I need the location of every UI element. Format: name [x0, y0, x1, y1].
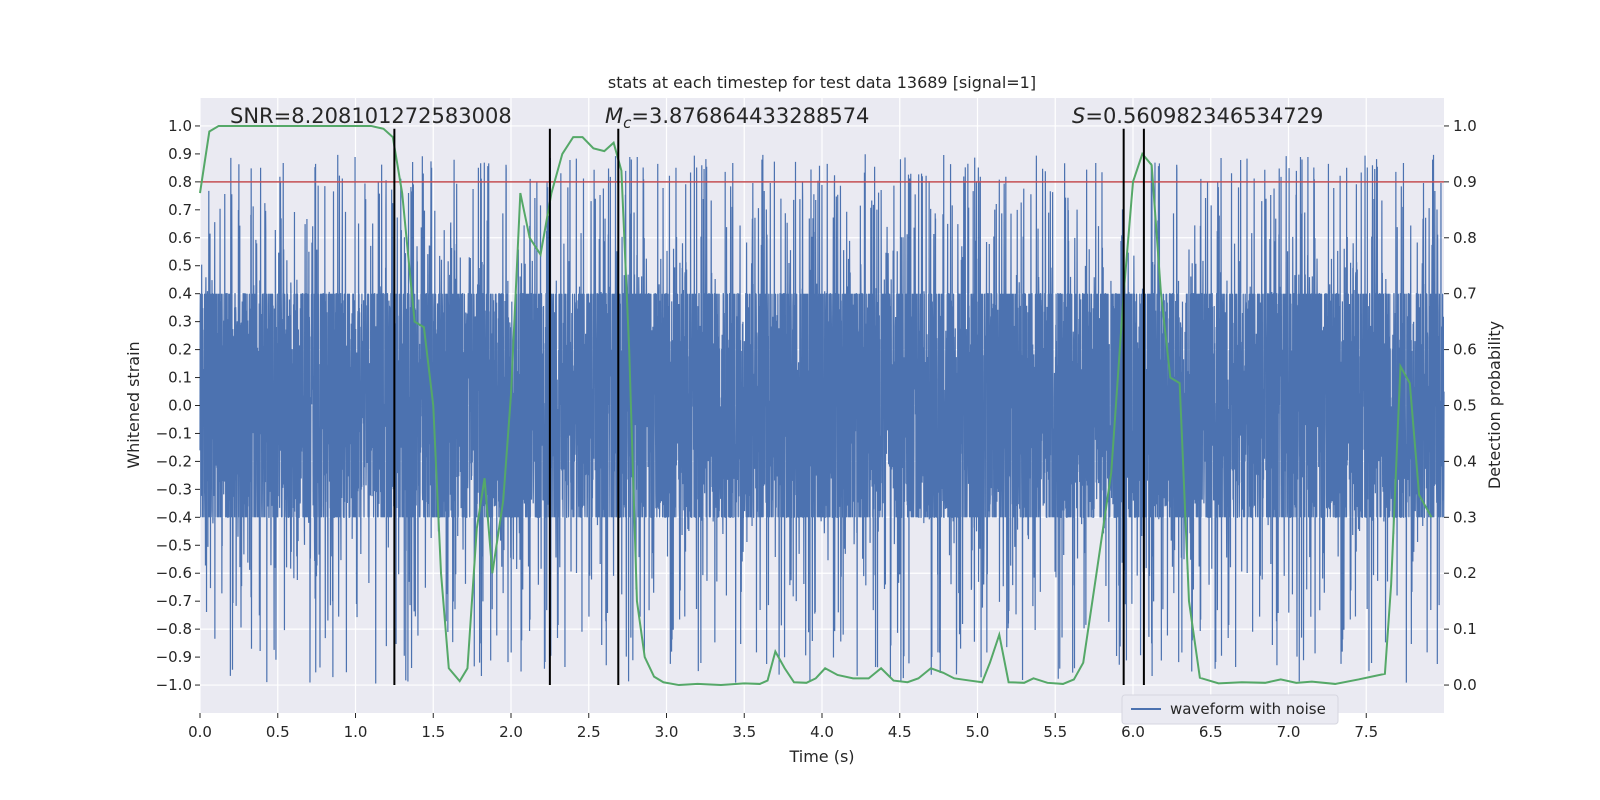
spin-symbol: S	[1072, 104, 1085, 128]
x-tick-label: 0.0	[188, 723, 212, 741]
y-left-tick-label: −0.5	[156, 536, 192, 554]
y-left-tick-label: 0.2	[168, 341, 192, 359]
x-tick-label: 4.5	[888, 723, 912, 741]
waveform-line	[199, 154, 1445, 684]
legend-label-waveform: waveform with noise	[1170, 700, 1326, 718]
y-left-tick-label: 0.8	[168, 173, 192, 191]
y-left-tick-label: 0.7	[168, 201, 192, 219]
legend: waveform with noise	[1121, 694, 1339, 725]
y-left-tick-label: 0.0	[168, 397, 192, 415]
x-tick-label: 0.5	[266, 723, 290, 741]
y-axis-right-label: Detection probability	[1485, 321, 1504, 489]
x-tick-label: 2.5	[577, 723, 601, 741]
x-axis-label: Time (s)	[788, 747, 854, 766]
y-right-tick-label: 0.3	[1453, 508, 1477, 526]
y-left-tick-label: 0.6	[168, 229, 192, 247]
y-left-tick-label: −0.4	[156, 508, 192, 526]
x-tick-label: 7.5	[1354, 723, 1378, 741]
y-left-tick-label: 0.5	[168, 257, 192, 275]
x-tick-label: 1.5	[421, 723, 445, 741]
y-left-tick-label: 0.9	[168, 145, 192, 163]
y-left-tick-label: 0.4	[168, 285, 192, 303]
y-right-tick-label: 0.1	[1453, 620, 1477, 638]
y-right-tick-label: 1.0	[1453, 117, 1477, 135]
y-left-tick-label: −1.0	[156, 676, 192, 694]
x-tick-label: 7.0	[1277, 723, 1301, 741]
y-left-tick-label: −0.7	[156, 592, 192, 610]
x-tick-label: 4.0	[810, 723, 834, 741]
y-right-tick-label: 0.4	[1453, 452, 1477, 470]
spin-annotation: S=0.560982346534729	[1072, 104, 1323, 128]
y-right-tick-label: 0.5	[1453, 397, 1477, 415]
probability-series	[199, 124, 1433, 687]
y-left-tick-label: 0.1	[168, 369, 192, 387]
snr-annotation: SNR=8.208101272583008	[230, 104, 512, 128]
y-left-tick-label: 0.3	[168, 313, 192, 331]
y-right-tick-label: 0.7	[1453, 285, 1477, 303]
chirp-mass-subscript: c	[623, 114, 632, 132]
x-tick-label: 1.0	[344, 723, 368, 741]
chart-title: stats at each timestep for test data 136…	[608, 73, 1036, 92]
chirp-mass-annotation: Mc=3.876864433288574	[605, 104, 869, 132]
y-left-tick-label: −0.2	[156, 452, 192, 470]
x-tick-label: 5.5	[1043, 723, 1067, 741]
y-left-tick-label: −0.1	[156, 424, 192, 442]
y-right-tick-label: 0.9	[1453, 173, 1477, 191]
x-tick-label: 6.0	[1121, 723, 1145, 741]
x-tick-label: 3.0	[655, 723, 679, 741]
waveform-series	[199, 154, 1445, 684]
spin-value: =0.560982346534729	[1085, 104, 1323, 128]
y-right-tick-label: 0.6	[1453, 341, 1477, 359]
y-left-tick-label: −0.3	[156, 480, 192, 498]
y-left-tick-label: −0.9	[156, 648, 192, 666]
chirp-mass-value: =3.876864433288574	[631, 104, 869, 128]
x-tick-label: 6.5	[1199, 723, 1223, 741]
y-axis-left-label: Whitened strain	[124, 341, 143, 468]
y-right-tick-label: 0.2	[1453, 564, 1477, 582]
y-left-tick-label: −0.8	[156, 620, 192, 638]
x-tick-label: 2.0	[499, 723, 523, 741]
chirp-mass-symbol: M	[605, 104, 623, 128]
y-left-tick-label: 1.0	[168, 117, 192, 135]
y-right-tick-label: 0.8	[1453, 229, 1477, 247]
legend-box	[1121, 694, 1339, 725]
vertical-markers	[393, 128, 1145, 686]
x-tick-label: 3.5	[732, 723, 756, 741]
axis-ticks: 0.0 0.5 1.0 1.5 2.0 2.5 3.0 3.5 4.0 4.5 5.0 5.5 6.0 6…	[156, 117, 1477, 741]
y-right-tick-label: 0.0	[1453, 676, 1477, 694]
probability-line	[199, 124, 1433, 687]
y-left-tick-label: −0.6	[156, 564, 192, 582]
x-tick-label: 5.0	[966, 723, 990, 741]
